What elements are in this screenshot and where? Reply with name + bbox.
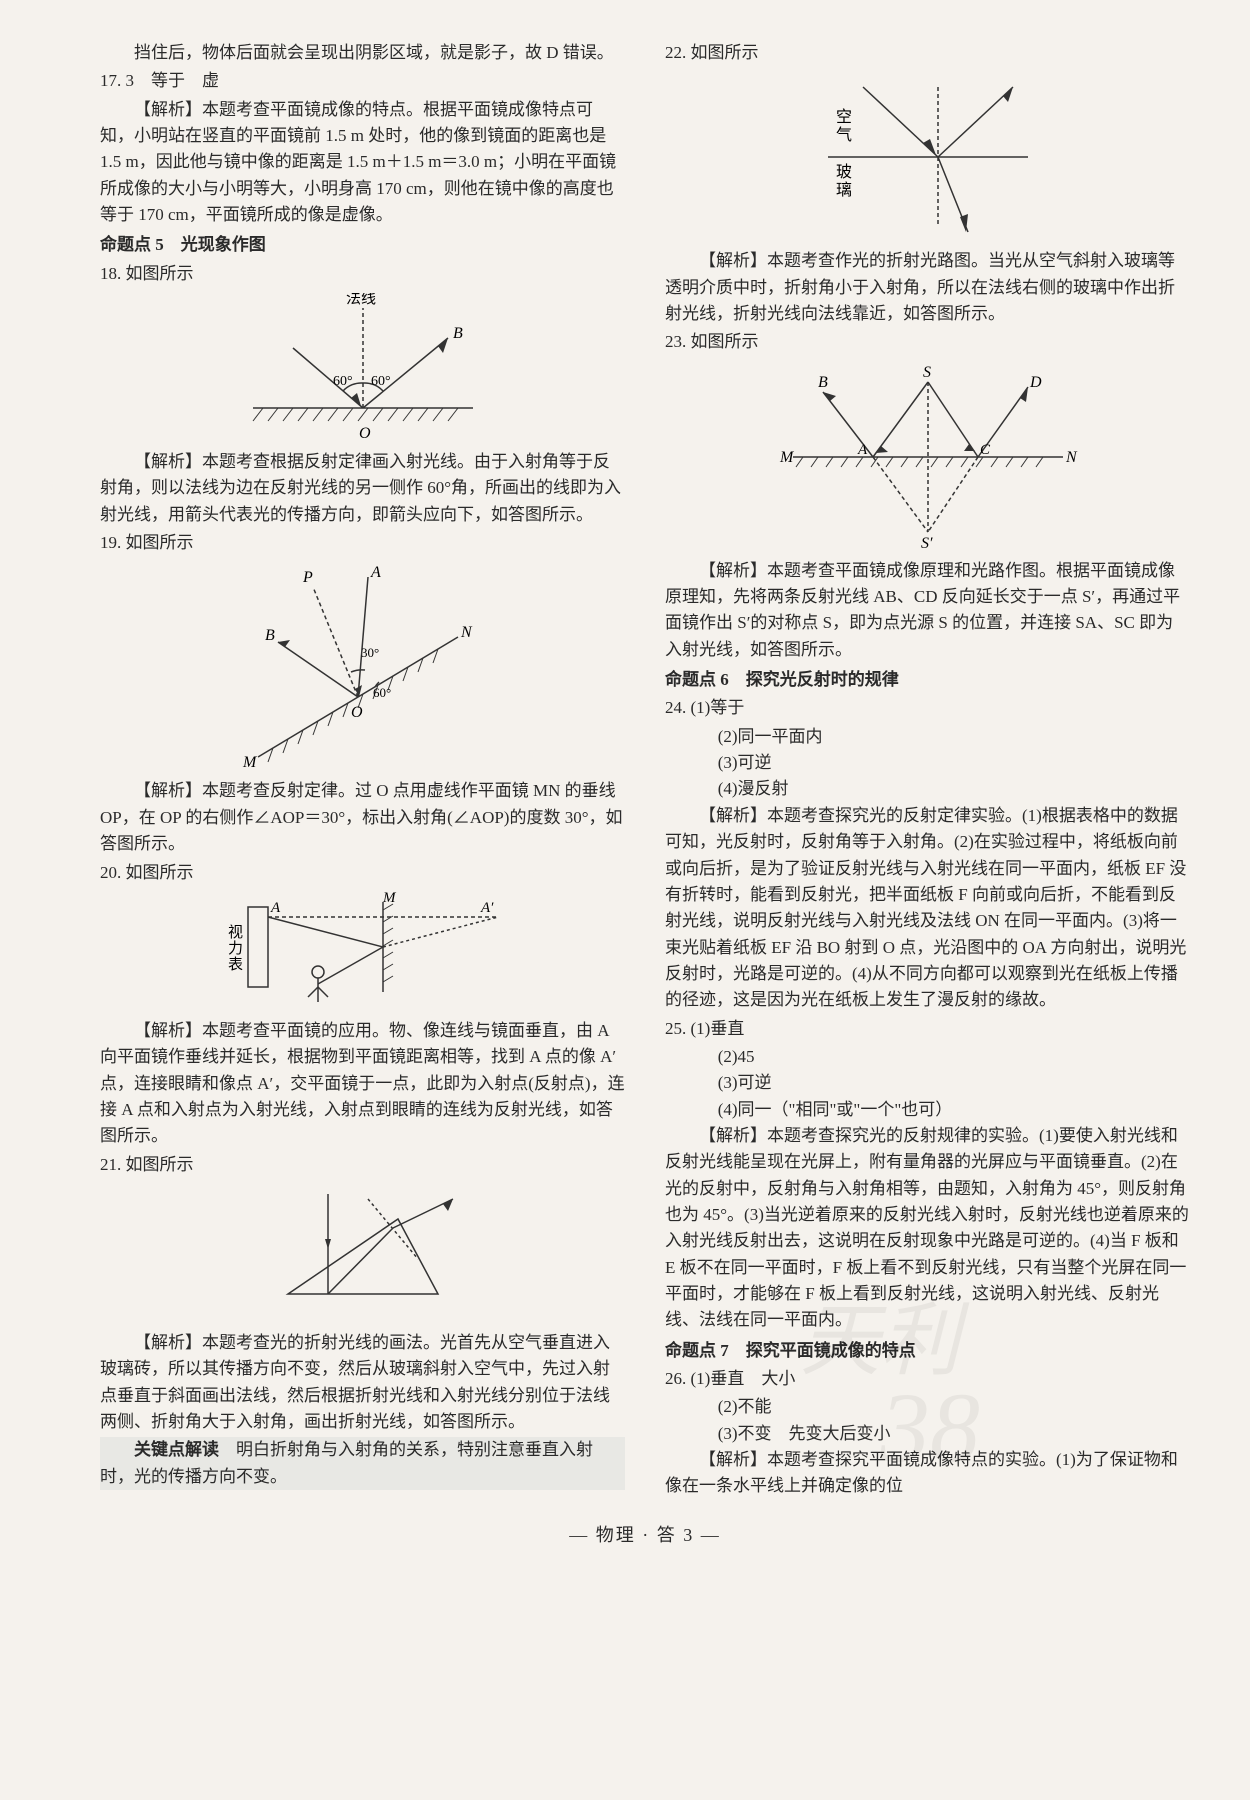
explanation-18: 【解析】本题考查根据反射定律画入射光线。由于入射角等于反射角，则以法线为边在反射…: [100, 449, 625, 528]
fig23-M: M: [779, 449, 795, 466]
fig23-B: B: [818, 374, 828, 391]
answer-25-1: 25. (1)垂直: [665, 1016, 1190, 1042]
left-column: 挡住后，物体后面就会呈现出阴影区域，就是影子，故 D 错误。 17. 3 等于 …: [100, 40, 625, 1502]
figure-22: 空气 玻璃: [665, 72, 1190, 242]
topic-5-header: 命题点 5 光现象作图: [100, 232, 625, 258]
answer-25-2: (2)45: [665, 1044, 1190, 1070]
topic-6-header: 命题点 6 探究光反射时的规律: [665, 667, 1190, 693]
fig23-A: A: [857, 442, 868, 458]
figure-23: B S D M A C N S′: [665, 362, 1190, 552]
fig20-M: M: [382, 892, 397, 906]
answer-24-4: (4)漫反射: [665, 776, 1190, 802]
answer-22-intro: 22. 如图所示: [665, 40, 1190, 66]
topic-7-header: 命题点 7 探究平面镜成像的特点: [665, 1338, 1190, 1364]
answer-18-intro: 18. 如图所示: [100, 261, 625, 287]
fig22-glass: 玻璃: [836, 163, 852, 199]
fig19-O: O: [351, 704, 363, 721]
fig20-A: A: [270, 900, 281, 916]
answer-20-intro: 20. 如图所示: [100, 860, 625, 886]
explanation-19: 【解析】本题考查反射定律。过 O 点用虚线作平面镜 MN 的垂线 OP，在 OP…: [100, 778, 625, 857]
explanation-20: 【解析】本题考查平面镜的应用。物、像连线与镜面垂直，由 A 向平面镜作垂线并延长…: [100, 1018, 625, 1150]
fig23-D: D: [1029, 374, 1042, 391]
fig18-angle1: 60°: [333, 374, 353, 389]
figure-20: 视力表 A M A′: [100, 892, 625, 1012]
explanation-23: 【解析】本题考查平面镜成像原理和光路作图。根据平面镜成像原理知，先将两条反射光线…: [665, 558, 1190, 663]
right-column: 22. 如图所示 空气: [665, 40, 1190, 1502]
answer-24-2: (2)同一平面内: [665, 724, 1190, 750]
explanation-25: 【解析】本题考查探究光的反射规律的实验。(1)要使入射光线和反射光线能呈现在光屏…: [665, 1123, 1190, 1334]
fig19-M: M: [242, 754, 258, 771]
answer-19-intro: 19. 如图所示: [100, 530, 625, 556]
answer-17: 17. 3 等于 虚: [100, 68, 625, 94]
answer-26-1: 26. (1)垂直 大小: [665, 1366, 1190, 1392]
fig18-normal-label: 法线: [346, 293, 376, 307]
explanation-21: 【解析】本题考查光的折射光线的画法。光首先从空气垂直进入玻璃砖，所以其传播方向不…: [100, 1330, 625, 1435]
fig18-angle2: 60°: [371, 374, 391, 389]
fig19-N: N: [460, 624, 473, 641]
fig19-30: 30°: [361, 645, 379, 660]
fig19-B: B: [265, 627, 275, 644]
explanation-22: 【解析】本题考查作光的折射光路图。当光从空气斜射入玻璃等透明介质中时，折射角小于…: [665, 248, 1190, 327]
page-content: 挡住后，物体后面就会呈现出阴影区域，就是影子，故 D 错误。 17. 3 等于 …: [100, 40, 1190, 1502]
explanation-26: 【解析】本题考查探究平面镜成像特点的实验。(1)为了保证物和像在一条水平线上并确…: [665, 1447, 1190, 1500]
answer-25-3: (3)可逆: [665, 1070, 1190, 1096]
fig19-60: 60°: [373, 685, 391, 700]
explanation-17: 【解析】本题考查平面镜成像的特点。根据平面镜成像特点可知，小明站在竖直的平面镜前…: [100, 97, 625, 229]
figure-21: [100, 1184, 625, 1324]
fig18-B: B: [453, 325, 463, 342]
fig19-A: A: [370, 564, 381, 581]
answer-24-1: 24. (1)等于: [665, 695, 1190, 721]
fig18-O: O: [359, 425, 371, 442]
answer-26-3: (3)不变 先变大后变小: [665, 1421, 1190, 1447]
answer-25-4: (4)同一（"相同"或"一个"也可）: [665, 1097, 1190, 1123]
answer-21-intro: 21. 如图所示: [100, 1152, 625, 1178]
figure-18: 法线 60° 60° B O: [100, 293, 625, 443]
answer-24-3: (3)可逆: [665, 750, 1190, 776]
key-header: 关键点解读: [134, 1440, 219, 1459]
fig23-S: S: [923, 364, 931, 381]
fig22-air: 空气: [836, 108, 852, 144]
key-note-21: 关键点解读 明白折射角与入射角的关系，特别注意垂直入射时，光的传播方向不变。: [100, 1437, 625, 1490]
fig19-P: P: [302, 569, 313, 586]
fig20-chart: 视力表: [228, 924, 243, 973]
answer-23-intro: 23. 如图所示: [665, 329, 1190, 355]
answer-26-2: (2)不能: [665, 1394, 1190, 1420]
page-footer: — 物理 · 答 3 —: [100, 1522, 1190, 1550]
fig20-Aprime: A′: [480, 900, 494, 916]
fig23-C: C: [980, 442, 991, 458]
figure-19: P A B N M O 30° 60°: [100, 562, 625, 772]
explanation-24: 【解析】本题考查探究光的反射定律实验。(1)根据表格中的数据可知，光反射时，反射…: [665, 803, 1190, 1014]
fig23-Sprime: S′: [921, 535, 933, 552]
fig23-N: N: [1065, 449, 1078, 466]
text-block: 挡住后，物体后面就会呈现出阴影区域，就是影子，故 D 错误。: [100, 40, 625, 66]
